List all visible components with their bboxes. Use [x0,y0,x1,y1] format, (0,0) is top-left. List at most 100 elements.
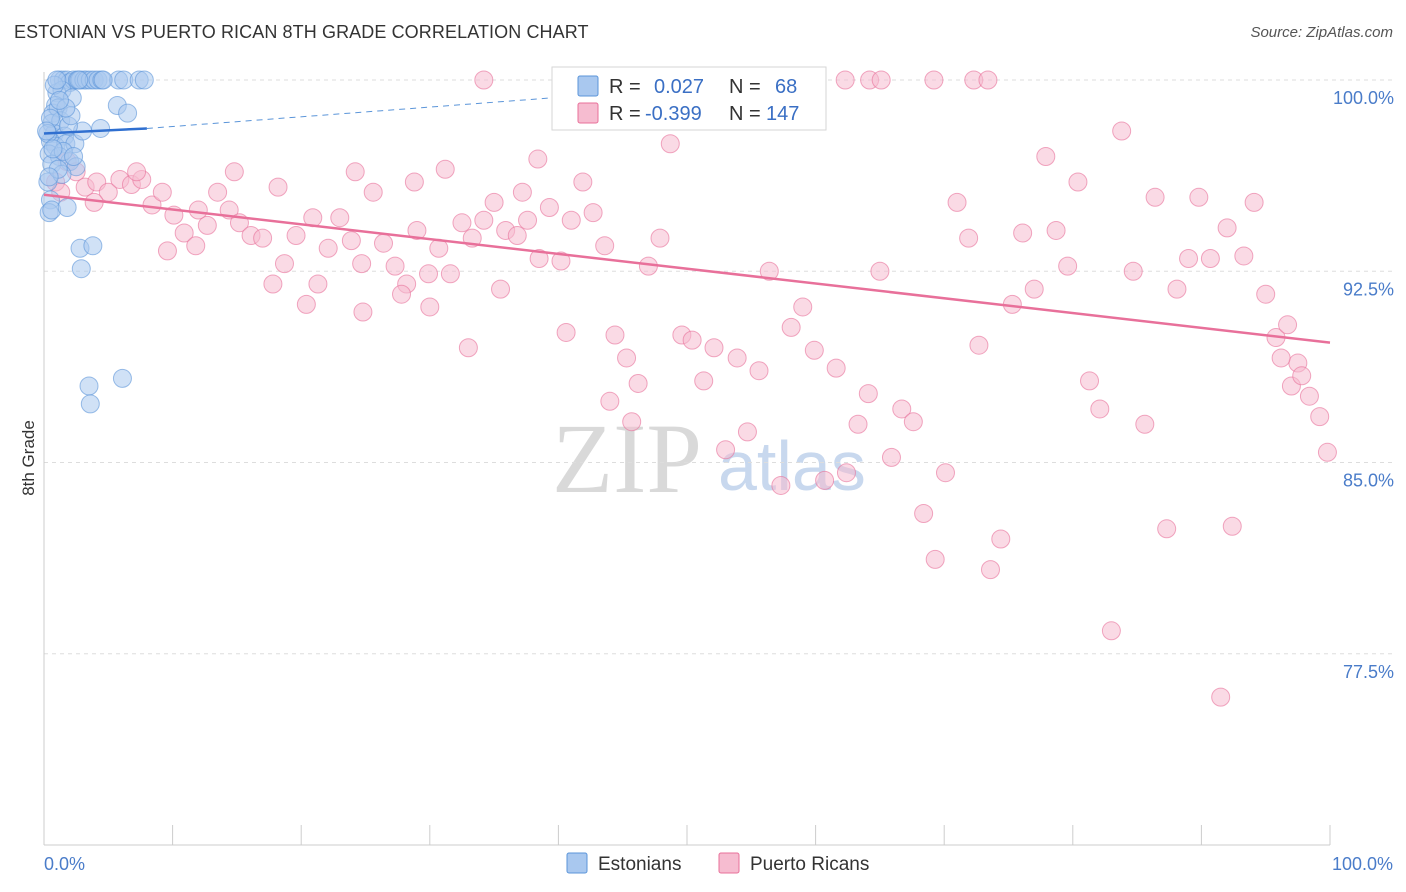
puerto-rican-point [947,192,967,212]
puerto-rican-point [296,294,316,314]
puerto-rican-point [600,391,620,411]
stats-r-label-puerto-ricans: R = [609,103,641,125]
puerto-rican-point [286,226,306,246]
estonian-point [37,121,57,141]
puerto-rican-point [385,256,405,276]
stats-r-value-puerto-ricans: -0.399 [645,103,702,125]
puerto-rican-point [1310,407,1330,427]
puerto-rican-point [188,200,208,220]
puerto-rican-point [1046,220,1066,240]
puerto-rican-point [1256,284,1276,304]
puerto-rican-point [1278,315,1298,335]
puerto-rican-point [1157,519,1177,539]
stats-legend-swatch-estonians [577,75,599,97]
puerto-rican-point [1090,399,1110,419]
puerto-rican-point [682,330,702,350]
puerto-rican-point [512,182,532,202]
estonian-point [39,167,59,187]
y-tick-label: 85.0% [1343,471,1394,491]
puerto-rican-point [318,238,338,258]
puerto-rican-point [716,440,736,460]
puerto-rican-point [935,463,955,483]
puerto-rican-point [759,261,779,281]
source-credit: Source: ZipAtlas.com [1250,24,1393,41]
puerto-rican-point [1145,187,1165,207]
estonian-point [83,236,103,256]
puerto-rican-point [353,302,373,322]
puerto-rican-point [1299,386,1319,406]
puerto-rican-point [1317,442,1337,462]
puerto-rican-point [881,447,901,467]
puerto-rican-point [848,414,868,434]
puerto-rican-point [595,236,615,256]
puerto-rican-point [474,210,494,230]
puerto-rican-point [157,241,177,261]
legend-label-estonians: Estonians [598,854,681,875]
puerto-rican-point [1068,172,1088,192]
puerto-rican-point [892,399,912,419]
puerto-rican-point [694,371,714,391]
estonian-point [118,103,138,123]
y-tick-label: 77.5% [1343,662,1394,682]
estonian-point [93,70,113,90]
bottom-legend: Estonians Puerto Ricans [566,852,869,875]
puerto-rican-point [660,134,680,154]
puerto-rican-point [407,220,427,240]
puerto-rican-point [1271,348,1291,368]
legend-swatch-estonians [566,852,588,874]
trend-line-puerto-ricans [43,193,1331,344]
puerto-rican-point [573,172,593,192]
puerto-rican-point [826,358,846,378]
puerto-rican-point [491,279,511,299]
puerto-rican-point [858,384,878,404]
puerto-rican-point [308,274,328,294]
puerto-rican-point [440,264,460,284]
puerto-rican-point [749,361,769,381]
puerto-rican-point [871,70,891,90]
puerto-rican-point [224,162,244,182]
puerto-rican-point [529,249,549,268]
y-tick-label: 100.0% [1333,88,1394,108]
puerto-rican-point [197,215,217,235]
x-tick-label-max: 100.0% [1332,854,1393,874]
puerto-rican-point [186,236,206,256]
puerto-rican-point [737,422,757,442]
puerto-rican-point [1080,371,1100,391]
legend-label-puerto-ricans: Puerto Ricans [750,854,869,875]
puerto-rican-point [1200,249,1220,268]
puerto-rican-point [781,317,801,337]
puerto-rican-point [528,149,548,169]
puerto-rican-point [452,213,472,233]
estonian-point [112,368,132,388]
puerto-rican-point [474,70,494,90]
puerto-rican-point [1234,246,1254,266]
puerto-rican-point [804,340,824,360]
puerto-rican-point [352,254,372,274]
puerto-rican-point [539,198,559,217]
puerto-rican-point [1217,218,1237,238]
puerto-rican-point [518,210,538,230]
puerto-rican-point [392,284,412,304]
puerto-rican-point [836,463,856,483]
puerto-rican-point [556,322,576,342]
puerto-rican-point [959,228,979,248]
puerto-rican-point [870,261,890,281]
puerto-rican-point [274,254,294,274]
puerto-rican-point [363,182,383,202]
puerto-rican-point [1222,516,1242,536]
puerto-rican-point [978,70,998,90]
puerto-rican-point [583,203,603,223]
puerto-rican-point [174,223,194,243]
estonian-point [91,118,111,138]
chart-title: ESTONIAN VS PUERTO RICAN 8TH GRADE CORRE… [14,22,589,42]
puerto-rican-point [1189,187,1209,207]
puerto-rican-point [253,228,273,248]
puerto-rican-point [1013,223,1033,243]
puerto-rican-point [127,162,147,182]
puerto-rican-point [1244,192,1264,212]
estonian-point [57,198,77,217]
puerto-rican-point [484,192,504,212]
axis-labels: 77.5% 85.0% 92.5% 100.0% 0.0% 100.0% [44,88,1394,874]
estonian-point [47,70,67,90]
puerto-rican-point [1179,249,1199,268]
